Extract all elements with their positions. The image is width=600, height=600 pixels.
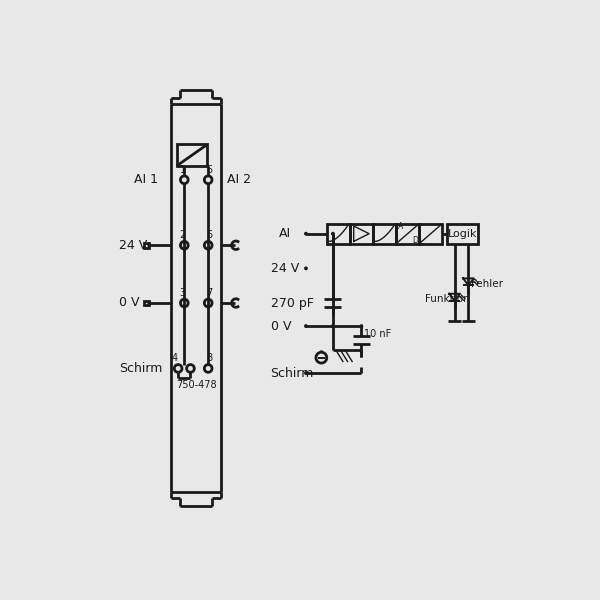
Text: 5: 5 (206, 165, 213, 175)
Text: 24 V: 24 V (271, 262, 299, 275)
Text: A: A (398, 222, 403, 231)
Bar (396, 224, 419, 244)
Circle shape (331, 324, 335, 328)
Circle shape (331, 232, 335, 236)
Circle shape (304, 324, 308, 328)
Bar (419, 224, 442, 244)
Text: Logik: Logik (448, 229, 477, 239)
Text: 6: 6 (206, 230, 213, 240)
Bar (144, 301, 149, 305)
Bar (373, 224, 396, 244)
Text: 2: 2 (179, 230, 186, 240)
Bar (350, 224, 373, 244)
Text: 8: 8 (206, 353, 213, 364)
Text: Schirm: Schirm (271, 367, 314, 380)
Circle shape (359, 324, 364, 328)
Text: 0 V: 0 V (119, 296, 139, 310)
Text: 750-478: 750-478 (176, 380, 217, 391)
Bar (327, 224, 350, 244)
Text: 10 nF: 10 nF (364, 329, 392, 339)
Text: AI 2: AI 2 (227, 173, 251, 186)
Text: 1: 1 (179, 165, 186, 175)
Text: 270 pF: 270 pF (271, 296, 313, 310)
Circle shape (304, 232, 308, 236)
Text: 3: 3 (179, 288, 186, 298)
Text: 0 V: 0 V (271, 320, 291, 332)
Text: AI 1: AI 1 (134, 173, 158, 186)
Circle shape (304, 266, 308, 270)
Bar (176, 145, 208, 166)
Text: Funktion: Funktion (425, 294, 470, 304)
Text: AI: AI (279, 227, 291, 240)
Text: 7: 7 (206, 288, 213, 298)
Bar (447, 224, 478, 244)
Bar (144, 243, 149, 248)
Text: Fehler: Fehler (471, 279, 503, 289)
Text: 24 V: 24 V (119, 239, 147, 252)
Text: Schirm: Schirm (119, 362, 162, 375)
Text: 4: 4 (171, 353, 178, 364)
Circle shape (304, 371, 308, 375)
Text: D: D (412, 236, 418, 245)
